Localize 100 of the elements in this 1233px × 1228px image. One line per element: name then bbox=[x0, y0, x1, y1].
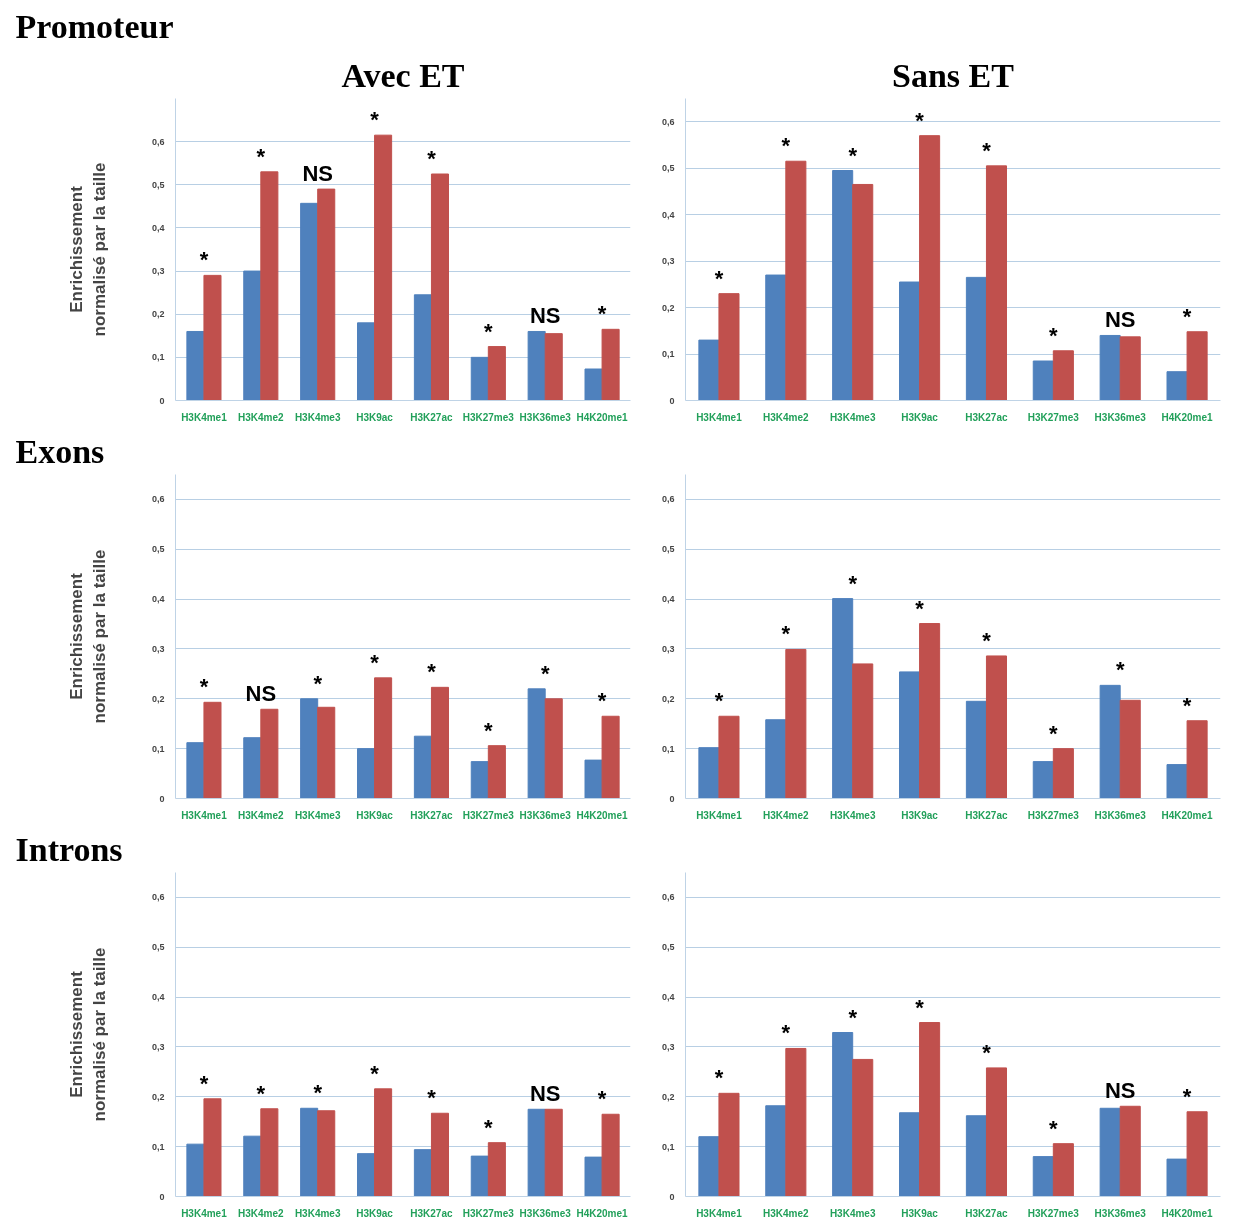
y-tick-label: 0,3 bbox=[661, 256, 675, 267]
x-tick-label: H3K27ac bbox=[965, 1207, 1008, 1219]
annotation: * bbox=[781, 1020, 791, 1046]
y-tick-label: 0,1 bbox=[151, 1141, 165, 1152]
x-tick-label: H3K4me2 bbox=[238, 809, 285, 821]
x-tick-label: H3K27ac bbox=[965, 411, 1008, 423]
annotation: * bbox=[982, 1039, 992, 1065]
x-tick-label: H3K36me3 bbox=[1094, 1207, 1147, 1219]
annotation: * bbox=[1182, 692, 1192, 718]
annotation: NS bbox=[529, 303, 561, 329]
annotation: * bbox=[370, 1060, 380, 1086]
annotation: * bbox=[915, 107, 925, 133]
annotation: * bbox=[1182, 303, 1192, 329]
annotation: * bbox=[484, 1114, 494, 1140]
x-tick-label: H3K9ac bbox=[901, 1207, 939, 1219]
y-tick-label: 0,2 bbox=[661, 302, 675, 313]
x-tick-label: H4K20me1 bbox=[576, 809, 629, 821]
x-tick-label: H3K36me3 bbox=[519, 809, 572, 821]
x-tick-label: H4K20me1 bbox=[1161, 411, 1214, 423]
y-tick-label: 0,3 bbox=[151, 1041, 165, 1052]
x-tick-label: H3K27me3 bbox=[462, 411, 515, 423]
annotation: * bbox=[982, 137, 992, 163]
y-tick-label: 0,5 bbox=[151, 544, 165, 555]
x-tick-label: H3K4me1 bbox=[696, 411, 743, 423]
y-tick-label: 0 bbox=[669, 1191, 675, 1202]
y-tick-label: 0,6 bbox=[151, 892, 165, 903]
annotation: * bbox=[781, 621, 791, 647]
x-tick-label: H3K4me1 bbox=[181, 809, 228, 821]
annotation: * bbox=[1115, 657, 1125, 683]
annotation: * bbox=[982, 627, 992, 653]
chart-title: Avec ET bbox=[341, 56, 465, 94]
x-tick-label: H3K4me3 bbox=[829, 411, 876, 423]
x-tick-label: H3K9ac bbox=[901, 809, 939, 821]
annotation: * bbox=[1049, 322, 1059, 348]
x-tick-label: H3K27ac bbox=[965, 809, 1008, 821]
annotation: * bbox=[199, 1070, 209, 1096]
y-tick-label: 0,4 bbox=[661, 992, 675, 1003]
x-tick-label: H3K4me3 bbox=[294, 809, 341, 821]
x-tick-label: H3K36me3 bbox=[1094, 809, 1147, 821]
y-tick-label: 0,3 bbox=[151, 266, 165, 277]
y-tick-label: 0,4 bbox=[151, 222, 165, 233]
annotation: * bbox=[484, 717, 494, 743]
annotation: * bbox=[199, 674, 209, 700]
x-tick-label: H3K4me3 bbox=[829, 1207, 876, 1219]
x-tick-label: H3K27me3 bbox=[462, 1207, 515, 1219]
annotation: * bbox=[370, 649, 380, 675]
x-tick-label: H3K27ac bbox=[410, 809, 453, 821]
x-tick-label: H3K27me3 bbox=[1027, 809, 1080, 821]
annotation: * bbox=[714, 265, 724, 291]
x-tick-label: H3K27ac bbox=[410, 1207, 453, 1219]
y-tick-label: 0,4 bbox=[661, 594, 675, 605]
y-tick-label: 0,6 bbox=[151, 136, 165, 147]
y-tick-label: 0,3 bbox=[661, 643, 675, 654]
y-tick-label: 0,6 bbox=[151, 494, 165, 505]
y-tick-label: 0,5 bbox=[151, 942, 165, 953]
y-tick-label: 0,4 bbox=[661, 209, 675, 220]
annotation: * bbox=[427, 1085, 437, 1111]
y-tick-label: 0,1 bbox=[661, 349, 675, 360]
annotation: * bbox=[714, 1065, 724, 1091]
annotation: * bbox=[915, 595, 925, 621]
x-tick-label: H3K9ac bbox=[901, 411, 939, 423]
y-axis-title: Enrichissement normalisé par la taille bbox=[67, 947, 109, 1122]
annotation: * bbox=[848, 570, 858, 596]
y-axis-title: Enrichissement normalisé par la taille bbox=[67, 549, 109, 724]
y-tick-label: 0 bbox=[159, 395, 165, 406]
x-tick-label: H3K27me3 bbox=[462, 809, 515, 821]
x-tick-label: H3K27ac bbox=[410, 411, 453, 423]
y-tick-label: 0,1 bbox=[661, 743, 675, 754]
annotation: NS bbox=[302, 161, 333, 187]
x-tick-label: H3K4me1 bbox=[181, 1207, 228, 1219]
y-tick-label: 0,6 bbox=[661, 494, 675, 505]
chart-subtitle: Exons bbox=[15, 432, 105, 470]
annotation: * bbox=[1049, 720, 1059, 746]
y-tick-label: 0,2 bbox=[151, 309, 165, 320]
x-tick-label: H3K4me3 bbox=[294, 1207, 341, 1219]
x-tick-label: H4K20me1 bbox=[1161, 809, 1214, 821]
annotation: * bbox=[781, 133, 791, 159]
x-tick-label: H4K20me1 bbox=[576, 411, 629, 423]
annotation: NS bbox=[529, 1081, 561, 1107]
x-tick-label: H3K4me1 bbox=[696, 809, 743, 821]
y-tick-label: 0,2 bbox=[151, 693, 165, 704]
annotation: NS bbox=[1104, 307, 1136, 333]
x-tick-label: H3K4me3 bbox=[294, 411, 341, 423]
y-tick-label: 0 bbox=[159, 793, 165, 804]
y-tick-label: 0,3 bbox=[151, 643, 165, 654]
chart-subtitle: Introns bbox=[15, 830, 123, 868]
x-tick-label: H4K20me1 bbox=[1161, 1207, 1214, 1219]
x-tick-label: H3K4me2 bbox=[763, 809, 810, 821]
x-tick-label: H3K9ac bbox=[356, 809, 394, 821]
y-tick-label: 0 bbox=[669, 395, 675, 406]
x-tick-label: H3K36me3 bbox=[519, 1207, 572, 1219]
y-tick-label: 0,1 bbox=[661, 1141, 675, 1152]
x-tick-label: H4K20me1 bbox=[576, 1207, 629, 1219]
annotation: * bbox=[1049, 1115, 1059, 1141]
annotation: * bbox=[256, 143, 266, 169]
x-tick-label: H3K9ac bbox=[356, 411, 394, 423]
y-axis-title: Enrichissement normalisé par la taille bbox=[67, 162, 109, 337]
y-tick-label: 0 bbox=[669, 793, 675, 804]
annotation: * bbox=[714, 688, 724, 714]
y-tick-label: 0,6 bbox=[661, 892, 675, 903]
